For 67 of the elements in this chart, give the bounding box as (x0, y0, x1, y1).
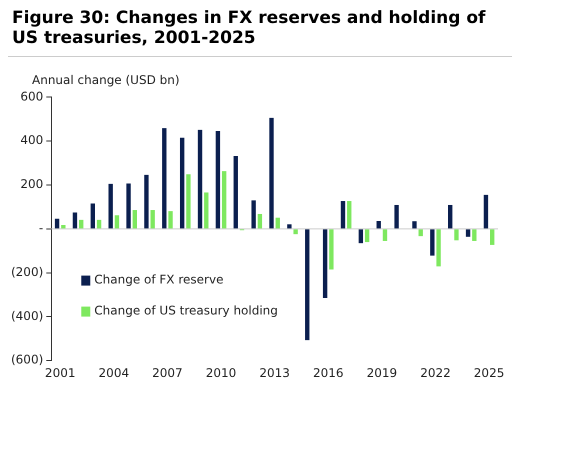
bar (251, 200, 256, 228)
bar (186, 174, 191, 228)
bar (293, 229, 298, 234)
legend-label: Change of US treasury holding (94, 304, 278, 318)
bar (204, 192, 208, 228)
bar (472, 229, 477, 241)
bar (72, 212, 78, 228)
bar (222, 171, 226, 228)
bar (340, 201, 346, 228)
bar (269, 118, 274, 228)
bar (394, 204, 399, 228)
x-tick-label: 2010 (206, 366, 236, 380)
y-tick-label: (400) (10, 308, 44, 323)
bar (216, 131, 220, 228)
bar (198, 130, 202, 228)
bar (108, 184, 113, 228)
bar (276, 218, 280, 228)
chart-title: Figure 30: Changes in FX reserves and holding of US treasuries, 2001-2025 (8, 8, 512, 57)
bar (162, 128, 166, 228)
y-tick-label: - (38, 221, 44, 236)
bar (96, 220, 102, 228)
bar (376, 221, 381, 228)
y-tick-label: 400 (20, 133, 44, 148)
x-tick-label: 2001 (44, 366, 76, 380)
bar (168, 211, 173, 228)
x-tick-label: 2022 (420, 366, 451, 380)
bar (61, 224, 66, 228)
bar (454, 229, 459, 240)
bar (448, 204, 452, 228)
bar (466, 229, 470, 237)
y-tick-label: (600) (10, 352, 44, 367)
x-tick-label: 2013 (259, 366, 290, 380)
bar (412, 221, 417, 228)
x-tick-label: 2007 (152, 366, 183, 380)
bar (418, 229, 423, 236)
bar (234, 156, 238, 228)
bar (436, 229, 441, 266)
bar (132, 210, 137, 228)
bar (305, 229, 310, 340)
x-tick-label: 2004 (98, 366, 130, 380)
x-tick-label: 2019 (366, 366, 398, 380)
bar (150, 210, 155, 228)
bar (258, 214, 262, 228)
y-axis-title: Annual change (USD bn) (31, 73, 181, 87)
bar (144, 174, 149, 228)
bar (287, 224, 292, 228)
bar (430, 229, 435, 256)
bar (79, 220, 84, 228)
bar (347, 201, 352, 228)
bar (126, 183, 131, 228)
bar (54, 218, 60, 228)
bar (490, 229, 494, 245)
y-tick-label: 600 (20, 89, 44, 104)
bar (364, 229, 370, 242)
y-tick-label: 200 (20, 177, 44, 192)
x-tick-label: 2025 (474, 366, 504, 380)
bar (484, 194, 488, 228)
bar (180, 138, 184, 228)
y-tick-label: (200) (10, 264, 44, 279)
bar (358, 229, 364, 244)
bar (329, 229, 334, 270)
bar (90, 203, 96, 228)
bar (322, 229, 328, 298)
x-tick-label: 2016 (312, 366, 344, 380)
bar (382, 229, 388, 241)
legend-label: Change of FX reserve (94, 272, 224, 287)
bar (114, 215, 120, 228)
